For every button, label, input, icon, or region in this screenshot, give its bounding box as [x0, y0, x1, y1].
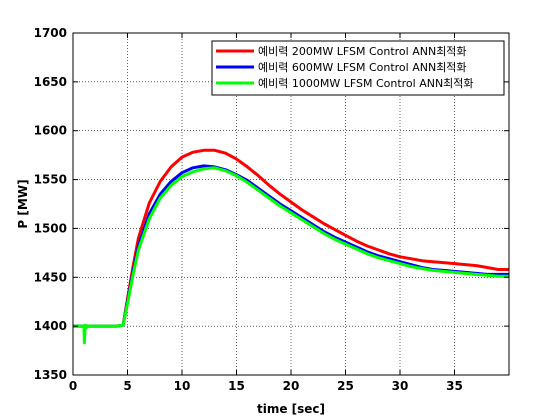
- legend-box: [211, 40, 505, 96]
- legend-entry-2: 예비력 600MW LFSM Control ANN최적화: [258, 61, 467, 74]
- x-tick-labels: 0 5 10 15 20 25 30 35: [69, 379, 463, 393]
- y-tick-labels: 1350 1400 1450 1500 1550 1600 1650 1700: [34, 26, 67, 382]
- y-tick-label: 1450: [34, 270, 67, 284]
- legend-entry-1: 예비력 200MW LFSM Control ANN최적화: [258, 45, 467, 58]
- y-tick-label: 1600: [34, 124, 67, 138]
- y-axis-label: P [MW]: [16, 179, 30, 228]
- x-tick-label: 10: [174, 379, 191, 393]
- x-tick-label: 30: [392, 379, 409, 393]
- legend-entry-3: 예비력 1000MW LFSM Control ANN최적화: [258, 77, 474, 90]
- y-tick-label: 1650: [34, 75, 67, 89]
- y-tick-label: 1500: [34, 221, 67, 235]
- y-tick-label: 1350: [34, 368, 67, 382]
- series-line-3: [73, 166, 509, 345]
- x-tick-label: 25: [337, 379, 354, 393]
- x-tick-label: 20: [283, 379, 300, 393]
- series-lines: [73, 148, 509, 345]
- x-tick-label: 15: [228, 379, 245, 393]
- x-tick-label: 5: [123, 379, 131, 393]
- x-tick-label: 0: [69, 379, 77, 393]
- x-tick-label: 35: [446, 379, 463, 393]
- tick-marks: [72, 32, 509, 376]
- y-tick-label: 1400: [34, 319, 67, 333]
- x-axis-label: time [sec]: [257, 402, 325, 416]
- y-tick-label: 1550: [34, 173, 67, 187]
- y-tick-label: 1700: [34, 26, 67, 40]
